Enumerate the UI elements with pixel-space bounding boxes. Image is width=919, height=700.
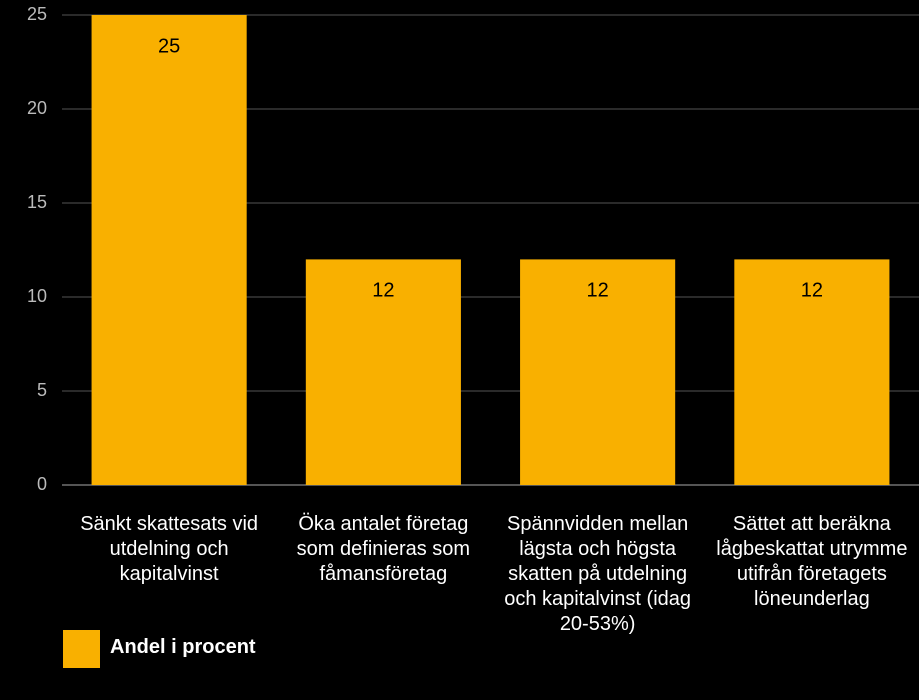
y-tick-label: 15 bbox=[27, 192, 47, 212]
y-tick-label: 20 bbox=[27, 98, 47, 118]
y-tick-label: 0 bbox=[37, 474, 47, 494]
x-tick-label: Sänkt skattesats vid utdelning och kapit… bbox=[80, 513, 259, 585]
legend-swatch bbox=[63, 630, 100, 668]
y-tick-label: 25 bbox=[27, 4, 47, 24]
data-label: 12 bbox=[801, 280, 823, 302]
legend-label: Andel i procent bbox=[110, 636, 256, 658]
x-tick-label: Sättet att beräkna lågbeskattat utrymme … bbox=[716, 513, 908, 610]
data-label: 12 bbox=[372, 280, 394, 302]
y-tick-label: 5 bbox=[37, 380, 47, 400]
x-tick-label: Spännvidden mellan lägsta och högsta ska… bbox=[504, 513, 692, 635]
x-tick-label: Öka antalet företag som definieras som f… bbox=[296, 513, 471, 585]
data-label: 25 bbox=[158, 35, 180, 57]
data-label: 12 bbox=[587, 280, 609, 302]
bar bbox=[520, 259, 676, 485]
bar bbox=[734, 259, 890, 485]
bar bbox=[305, 259, 461, 485]
bar bbox=[91, 15, 247, 485]
y-tick-label: 10 bbox=[27, 286, 47, 306]
